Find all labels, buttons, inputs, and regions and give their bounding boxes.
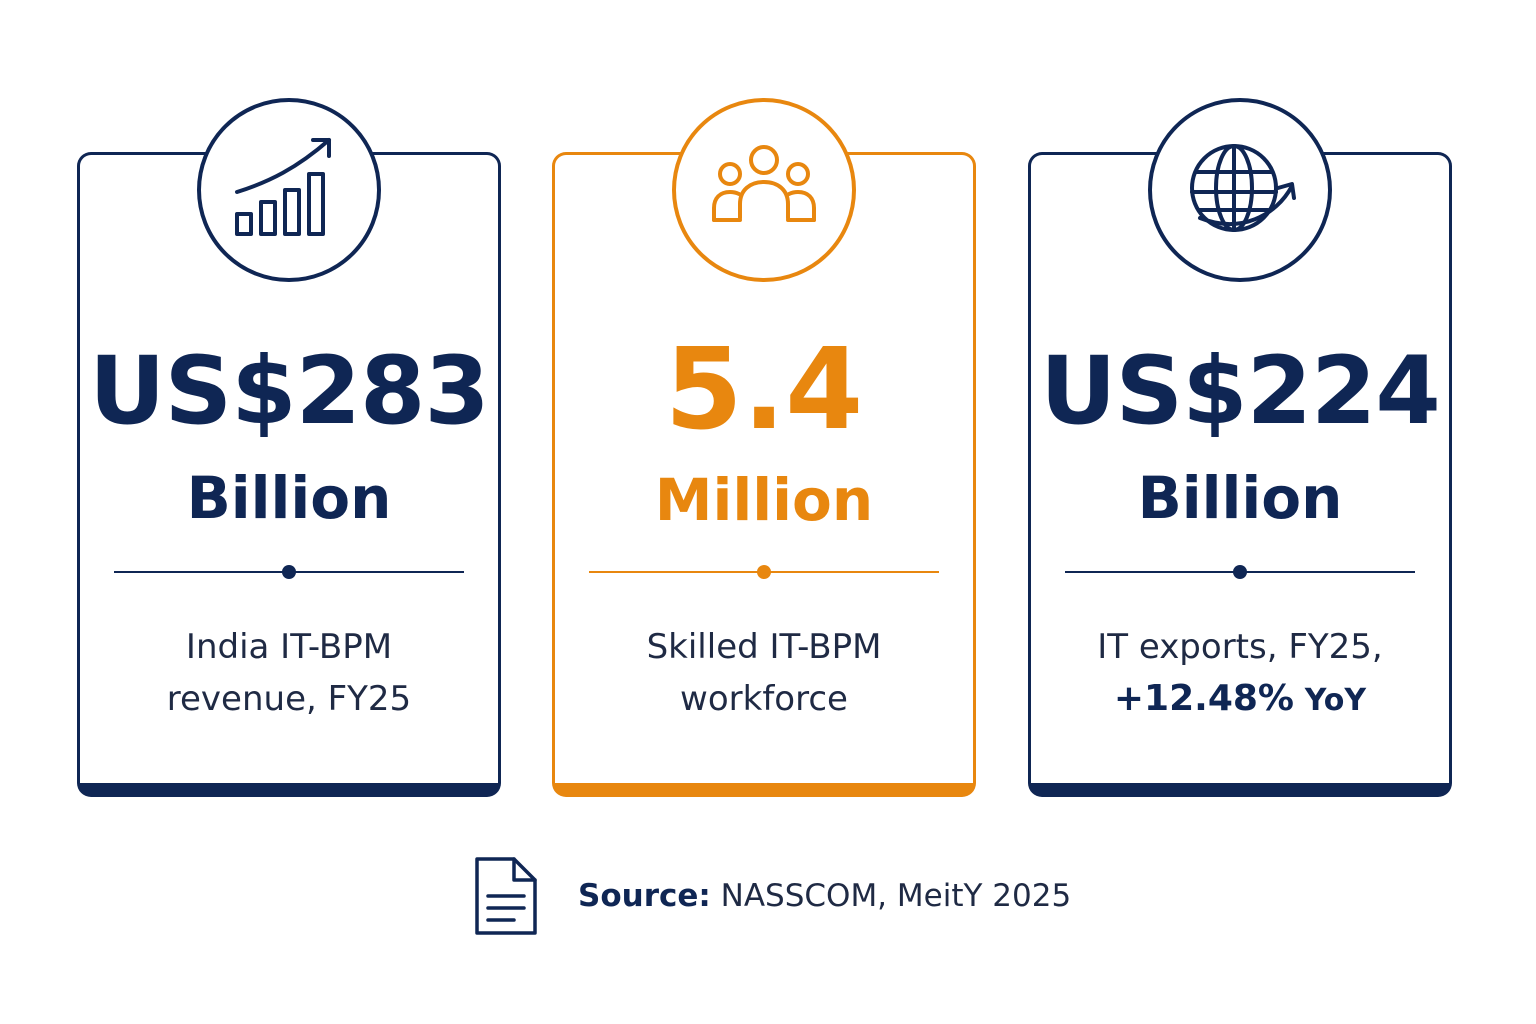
stat-description: India IT-BPM revenue, FY25 — [100, 621, 478, 725]
stat-unit: Billion — [1137, 464, 1343, 532]
growth-chart-icon — [235, 138, 331, 236]
divider — [1065, 565, 1415, 579]
stat-value: US$224 — [1040, 337, 1441, 446]
stat-card-revenue: US$283 Billion India IT-BPM revenue, FY2… — [77, 98, 501, 797]
stat-description: IT exports, FY25, +12.48% YoY — [1051, 621, 1429, 727]
divider-dot — [282, 565, 296, 579]
description-line: Skilled IT-BPM — [646, 627, 882, 667]
description-line: revenue, FY25 — [166, 679, 412, 719]
stat-unit: Billion — [186, 464, 392, 532]
source-label: Source: — [578, 878, 711, 914]
stat-card-exports: US$224 Billion IT exports, FY25, +12.48%… — [1028, 98, 1452, 797]
source-text: Source: NASSCOM, MeitY 2025 — [578, 878, 1071, 914]
divider-dot — [757, 565, 771, 579]
stat-unit: Million — [654, 466, 874, 534]
divider — [114, 565, 464, 579]
growth-rate: +12.48% — [1113, 678, 1294, 719]
description-line: workforce — [680, 679, 848, 719]
source-citation: Source: NASSCOM, MeitY 2025 — [474, 856, 1071, 936]
stat-description: Skilled IT-BPM workforce — [575, 621, 953, 725]
growth-line: +12.48% YoY — [1051, 673, 1429, 727]
description-line: IT exports, FY25, — [1097, 627, 1383, 667]
divider — [589, 565, 939, 579]
icon-badge — [197, 98, 381, 282]
stat-card-workforce: 5.4 Million Skilled IT-BPM workforce — [552, 98, 976, 797]
source-value: NASSCOM, MeitY 2025 — [720, 878, 1072, 914]
growth-suffix: YoY — [1304, 683, 1367, 718]
icon-badge — [1148, 98, 1332, 282]
document-icon — [475, 857, 537, 935]
people-group-icon — [712, 145, 816, 222]
description-line: India IT-BPM — [185, 627, 393, 667]
globe-arrow-icon — [1190, 144, 1296, 232]
icon-badge — [672, 98, 856, 282]
stat-value: US$283 — [89, 337, 490, 446]
stat-value: 5.4 — [664, 325, 864, 455]
divider-dot — [1233, 565, 1247, 579]
